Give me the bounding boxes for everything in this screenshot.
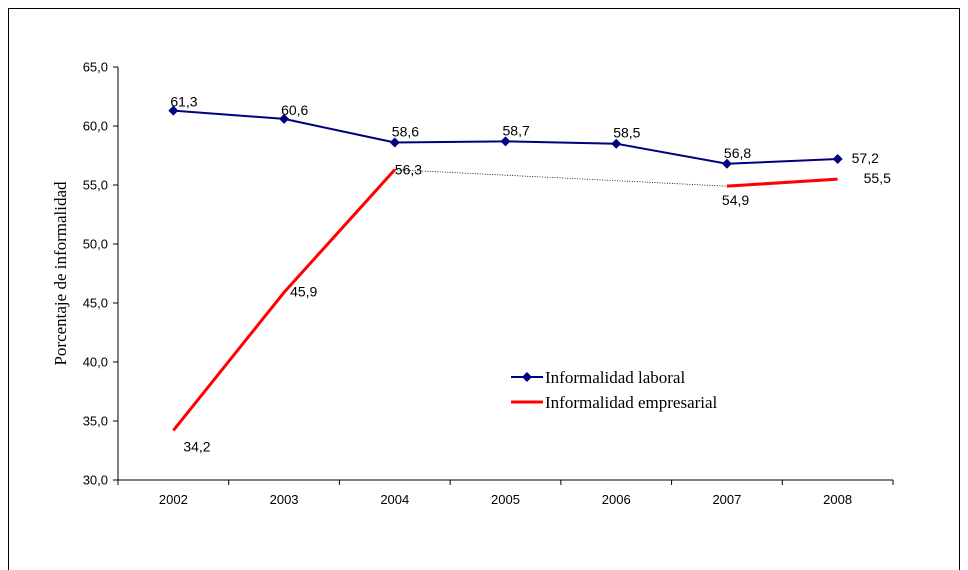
series-laboral-point — [168, 105, 179, 116]
series-empresarial-line — [726, 177, 838, 188]
series-laboral-point — [721, 158, 732, 169]
x-tick-label: 2006 — [602, 492, 631, 507]
y-tick-label: 35,0 — [83, 414, 108, 429]
y-tick-label: 40,0 — [83, 355, 108, 370]
y-tick-label: 55,0 — [83, 178, 108, 193]
data-label-laboral: 57,2 — [852, 150, 879, 166]
data-label-empresarial: 55,5 — [864, 170, 891, 186]
x-tick-label: 2007 — [712, 492, 741, 507]
series-empresarial-gap-connector — [394, 169, 727, 187]
series-laboral-point — [500, 136, 511, 147]
x-tick-label: 2003 — [270, 492, 299, 507]
series-laboral-point — [832, 154, 843, 165]
data-label-empresarial: 56,3 — [395, 162, 422, 178]
chart-frame — [8, 8, 960, 570]
legend-label-empresarial: Informalidad empresarial — [545, 393, 718, 412]
data-label-laboral: 58,5 — [613, 125, 640, 141]
legend: Informalidad laboral Informalidad empres… — [511, 368, 718, 412]
series-laboral-point — [279, 113, 290, 124]
x-tick-label: 2008 — [823, 492, 852, 507]
y-tick-label: 45,0 — [83, 296, 108, 311]
y-tick-label: 60,0 — [83, 119, 108, 134]
x-tick-label: 2005 — [491, 492, 520, 507]
data-label-empresarial: 34,2 — [183, 438, 210, 454]
series-laboral-point — [389, 137, 400, 148]
y-axis-title: Porcentaje de informalidad — [51, 181, 70, 366]
data-label-laboral: 56,8 — [724, 145, 751, 161]
data-label-laboral: 61,3 — [170, 94, 197, 110]
x-tick-label: 2002 — [159, 492, 188, 507]
series-empresarial-line — [172, 168, 396, 432]
data-label-laboral: 58,6 — [392, 124, 419, 140]
x-tick-label: 2004 — [380, 492, 409, 507]
data-label-empresarial: 54,9 — [722, 192, 749, 208]
series-laboral-point — [611, 138, 622, 149]
y-tick-label: 65,0 — [83, 60, 108, 75]
data-label-empresarial: 45,9 — [290, 283, 317, 299]
legend-label-laboral: Informalidad laboral — [545, 368, 685, 387]
data-label-laboral: 58,7 — [503, 122, 530, 138]
legend-marker-laboral — [522, 372, 532, 382]
y-tick-label: 30,0 — [83, 473, 108, 488]
data-label-laboral: 60,6 — [281, 102, 308, 118]
y-tick-label: 50,0 — [83, 237, 108, 252]
